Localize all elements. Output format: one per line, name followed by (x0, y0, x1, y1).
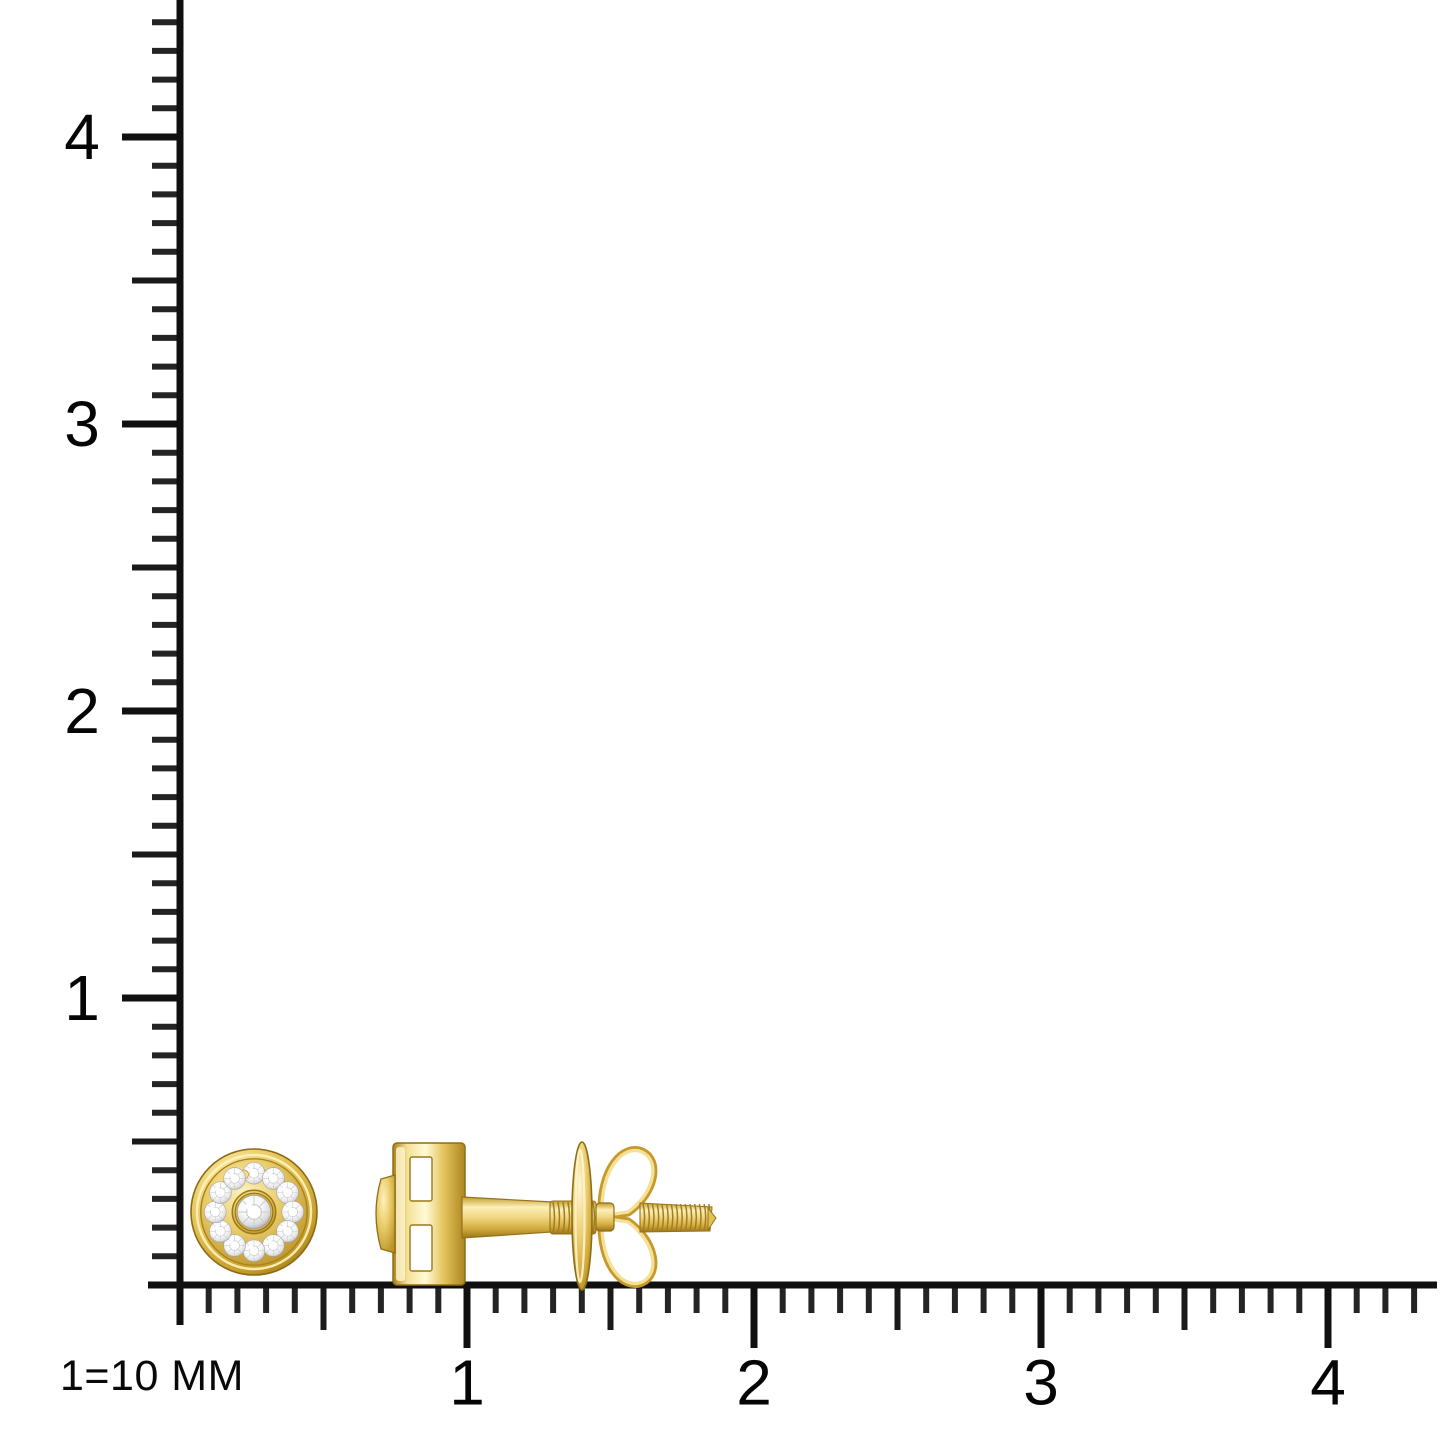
x-axis-labels: 1 2 3 4 (449, 1346, 1346, 1418)
unit-caption: 1=10 MM (60, 1352, 244, 1400)
y-axis-labels: 1 2 3 4 (64, 101, 100, 1034)
x-axis-label: 3 (1023, 1346, 1059, 1418)
y-axis-label: 3 (64, 388, 100, 460)
x-axis-label: 1 (449, 1346, 485, 1418)
y-axis-label: 2 (64, 675, 100, 747)
x-axis-ticks (205, 1285, 1418, 1348)
y-axis-ticks (122, 19, 180, 1260)
x-axis-label: 2 (736, 1346, 772, 1418)
y-axis-label: 4 (64, 101, 100, 173)
y-axis-label: 1 (64, 962, 100, 1034)
x-axis-label: 4 (1310, 1346, 1346, 1418)
